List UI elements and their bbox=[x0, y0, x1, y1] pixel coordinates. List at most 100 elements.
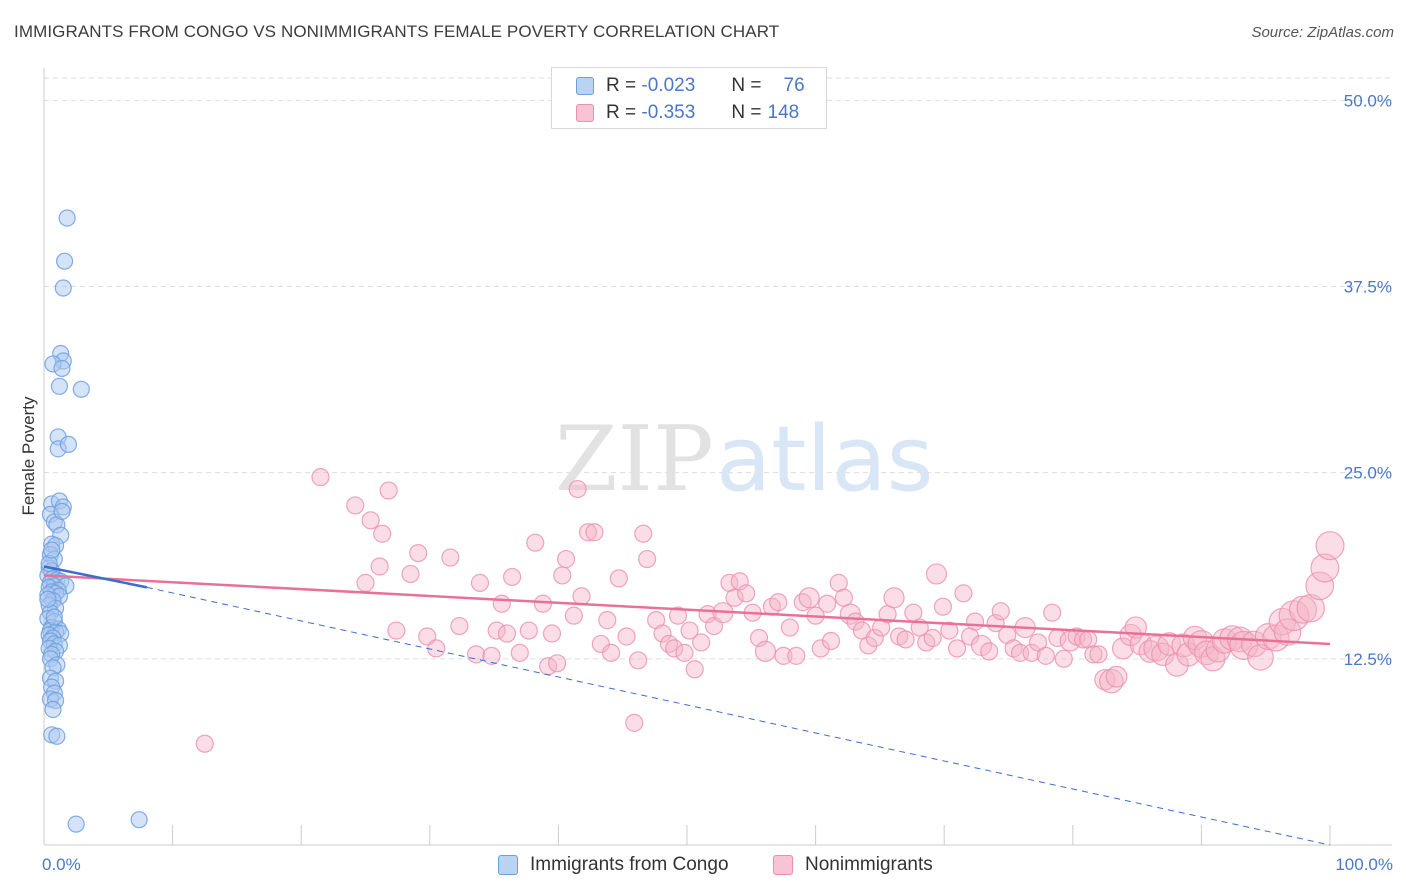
r-label: R = bbox=[606, 102, 637, 123]
series-legend: Immigrants from Congo Nonimmigrants bbox=[0, 851, 1406, 879]
nonimmigrants-point bbox=[533, 594, 553, 613]
nonimmigrants-point bbox=[609, 569, 628, 588]
nonimmigrants-point bbox=[482, 646, 501, 665]
nonimmigrants-point bbox=[859, 636, 878, 655]
nonimmigrants-point bbox=[638, 549, 657, 569]
congo-point bbox=[50, 377, 69, 395]
nonimmigrants-points bbox=[195, 468, 1345, 753]
nonimmigrants-trend-line bbox=[43, 574, 1331, 646]
x-tick-label: 100.0% bbox=[1335, 855, 1393, 874]
legend-item-congo[interactable]: Immigrants from Congo bbox=[498, 851, 729, 879]
nonimmigrants-point bbox=[692, 633, 711, 652]
nonimmigrants-point bbox=[510, 643, 529, 662]
nonimmigrants-point bbox=[1028, 633, 1048, 652]
nonimmigrants-point bbox=[680, 621, 699, 640]
nonimmigrants-point bbox=[947, 639, 967, 658]
legend-label-nonimmigrants: Nonimmigrants bbox=[805, 854, 933, 875]
nonimmigrants-point bbox=[450, 616, 469, 636]
nonimmigrants-point bbox=[572, 587, 591, 606]
nonimmigrants-point bbox=[427, 639, 446, 658]
nonimmigrants-point bbox=[487, 621, 506, 640]
nonimmigrants-point bbox=[665, 639, 684, 658]
nonimmigrants-point bbox=[1296, 593, 1325, 623]
n-value: 76 bbox=[783, 75, 805, 96]
nonimmigrants-point bbox=[818, 594, 837, 613]
congo-point bbox=[53, 502, 71, 520]
congo-trend-line bbox=[43, 565, 148, 589]
nonimmigrants-point bbox=[585, 523, 604, 542]
congo-point bbox=[130, 811, 148, 829]
y-tick-labels: 12.5% 25.0% 37.5% 50.0% bbox=[1344, 91, 1392, 668]
nonimmigrants-point bbox=[793, 593, 812, 612]
congo-trend-dashed bbox=[146, 586, 1331, 846]
nonimmigrants-point bbox=[519, 621, 538, 640]
congo-point bbox=[58, 209, 76, 227]
nonimmigrants-point bbox=[737, 584, 756, 603]
x-tick-labels: 0.0% 100.0% bbox=[42, 855, 1393, 874]
nonimmigrants-point bbox=[1084, 645, 1103, 664]
nonimmigrants-point bbox=[749, 628, 769, 648]
nonimmigrants-point bbox=[798, 587, 820, 609]
nonimmigrants-point bbox=[503, 567, 522, 587]
congo-legend-swatch bbox=[498, 855, 518, 875]
legend-item-nonimmigrants[interactable]: Nonimmigrants bbox=[773, 851, 933, 879]
nonimmigrants-point bbox=[617, 627, 636, 646]
nonimmigrants-point bbox=[883, 587, 905, 609]
congo-point bbox=[48, 727, 66, 745]
legend-label-congo: Immigrants from Congo bbox=[530, 854, 729, 875]
congo-point bbox=[44, 700, 62, 719]
nonimmigrants-point bbox=[925, 563, 948, 585]
nonimmigrants-point bbox=[373, 524, 392, 543]
congo-point bbox=[55, 252, 74, 270]
stats-row-nonimmigrants: R = -0.353 N = 148 bbox=[576, 101, 799, 125]
nonimmigrants-point bbox=[1043, 603, 1062, 622]
y-axis-label: Female Poverty bbox=[19, 396, 38, 516]
nonimmigrants-point bbox=[557, 549, 576, 569]
nonimmigrants-point bbox=[896, 630, 915, 649]
nonimmigrants-point bbox=[940, 621, 959, 640]
nonimmigrants-point bbox=[401, 564, 420, 584]
y-tick-label: 37.5% bbox=[1344, 278, 1392, 297]
r-value: -0.023 bbox=[641, 75, 696, 96]
congo-point bbox=[53, 359, 71, 378]
nonimmigrants-point bbox=[774, 646, 793, 665]
nonimmigrants-point bbox=[668, 606, 688, 625]
nonimmigrants-point bbox=[1105, 665, 1128, 688]
nonimmigrants-point bbox=[991, 602, 1010, 621]
nonimmigrants-point bbox=[602, 643, 621, 662]
n-label: N = bbox=[731, 102, 762, 123]
congo-point bbox=[43, 541, 61, 559]
watermark-zip: ZIP bbox=[555, 407, 714, 512]
nonimmigrants-point bbox=[370, 557, 389, 576]
nonimmigrants-point bbox=[387, 621, 406, 640]
nonimmigrants-point bbox=[1315, 531, 1345, 561]
nonimmigrants-point bbox=[634, 524, 653, 543]
congo-swatch bbox=[576, 77, 594, 95]
nonimmigrants-point bbox=[553, 566, 572, 585]
nonimmigrants-point bbox=[441, 548, 460, 567]
nonimmigrants-point bbox=[780, 618, 799, 637]
nonimmigrants-point bbox=[653, 624, 672, 643]
nonimmigrants-point bbox=[379, 481, 398, 500]
nonimmigrants-point bbox=[361, 511, 380, 530]
nonimmigrants-point bbox=[470, 573, 490, 592]
congo-point bbox=[72, 380, 90, 398]
watermark-atlas: atlas bbox=[716, 407, 934, 512]
nonimmigrants-point bbox=[1305, 571, 1335, 601]
y-tick-label: 50.0% bbox=[1344, 91, 1392, 110]
nonimmigrants-point bbox=[591, 634, 610, 654]
nonimmigrants-point bbox=[564, 606, 583, 625]
trend-lines bbox=[43, 565, 1331, 846]
nonimmigrants-point bbox=[195, 734, 214, 753]
congo-point bbox=[67, 815, 85, 833]
chart-title: IMMIGRANTS FROM CONGO VS NONIMMIGRANTS F… bbox=[14, 22, 780, 41]
congo-point bbox=[45, 608, 63, 626]
y-tick-label: 12.5% bbox=[1344, 650, 1392, 669]
grid-lines bbox=[44, 77, 1392, 660]
nonimmigrants-legend-swatch bbox=[773, 855, 793, 875]
n-value: 148 bbox=[767, 102, 800, 123]
nonimmigrants-point bbox=[725, 588, 744, 607]
y-tick-label: 25.0% bbox=[1344, 464, 1392, 483]
nonimmigrants-point bbox=[492, 594, 511, 613]
